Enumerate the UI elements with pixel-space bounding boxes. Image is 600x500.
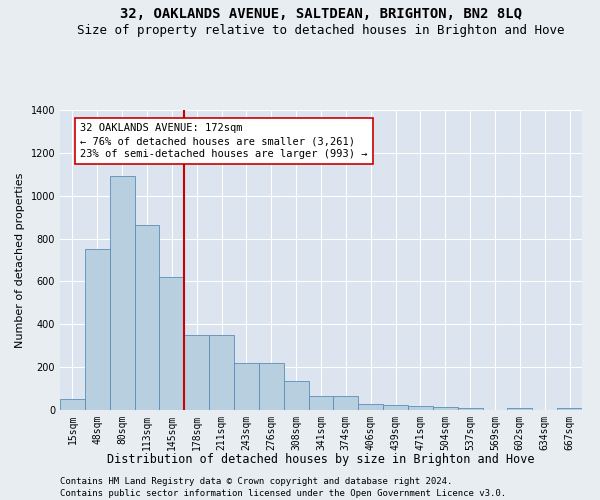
Bar <box>234 363 259 410</box>
Bar <box>383 404 408 410</box>
Bar <box>184 335 209 410</box>
Bar <box>284 381 308 410</box>
Bar <box>209 335 234 410</box>
Bar <box>557 408 582 410</box>
Bar <box>259 363 284 410</box>
Bar <box>110 176 134 410</box>
Text: Size of property relative to detached houses in Brighton and Hove: Size of property relative to detached ho… <box>77 24 565 37</box>
Text: 32 OAKLANDS AVENUE: 172sqm
← 76% of detached houses are smaller (3,261)
23% of s: 32 OAKLANDS AVENUE: 172sqm ← 76% of deta… <box>80 123 367 160</box>
Bar <box>358 404 383 410</box>
Bar <box>134 224 160 410</box>
Y-axis label: Number of detached properties: Number of detached properties <box>15 172 25 348</box>
Text: Contains HM Land Registry data © Crown copyright and database right 2024.: Contains HM Land Registry data © Crown c… <box>60 478 452 486</box>
Text: Contains public sector information licensed under the Open Government Licence v3: Contains public sector information licen… <box>60 489 506 498</box>
Bar <box>508 408 532 410</box>
Bar <box>458 408 482 410</box>
Bar <box>408 406 433 410</box>
Bar <box>85 250 110 410</box>
Text: Distribution of detached houses by size in Brighton and Hove: Distribution of detached houses by size … <box>107 452 535 466</box>
Text: 32, OAKLANDS AVENUE, SALTDEAN, BRIGHTON, BN2 8LQ: 32, OAKLANDS AVENUE, SALTDEAN, BRIGHTON,… <box>120 8 522 22</box>
Bar <box>160 277 184 410</box>
Bar <box>334 396 358 410</box>
Bar <box>60 400 85 410</box>
Bar <box>433 407 458 410</box>
Bar <box>308 396 334 410</box>
